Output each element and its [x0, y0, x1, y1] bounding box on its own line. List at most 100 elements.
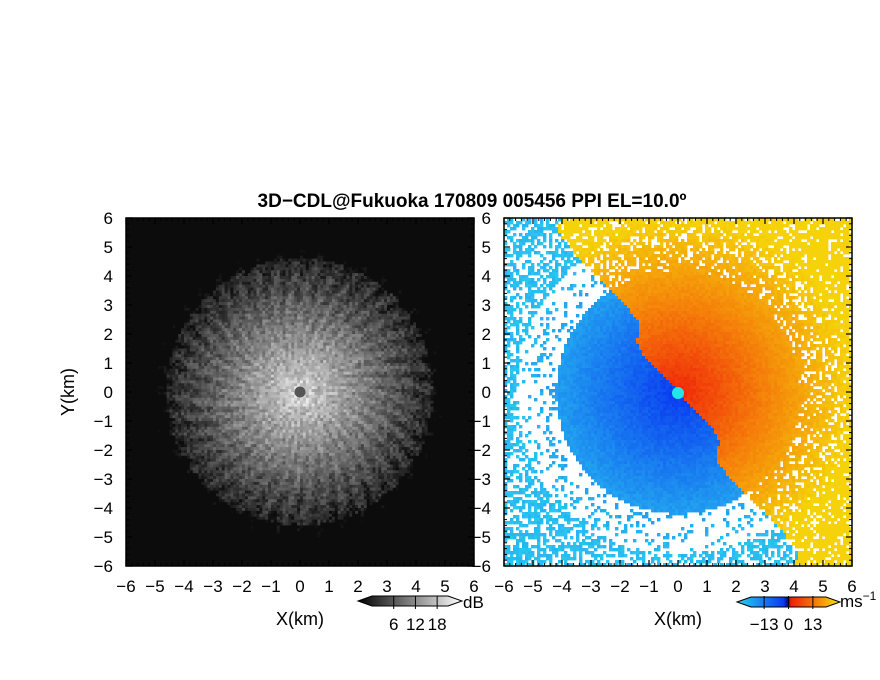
intensity-cell	[447, 261, 452, 265]
intensity-cell	[358, 241, 362, 245]
intensity-cell	[326, 278, 330, 283]
intensity-cell	[282, 252, 286, 257]
intensity-cell	[181, 255, 185, 259]
intensity-cell	[360, 232, 365, 236]
intensity-cell	[378, 334, 382, 338]
intensity-cell	[334, 336, 339, 341]
intensity-cell	[195, 334, 199, 338]
intensity-cell	[160, 334, 165, 338]
intensity-cell	[294, 273, 298, 277]
intensity-cell	[436, 281, 440, 286]
intensity-cell	[358, 273, 362, 277]
intensity-cell	[326, 218, 330, 222]
intensity-cell	[334, 281, 339, 286]
intensity-cell	[384, 220, 388, 225]
intensity-cell	[392, 238, 397, 242]
intensity-cell	[163, 296, 167, 300]
intensity-cell	[337, 270, 341, 274]
intensity-cell	[436, 319, 440, 323]
intensity-cell	[262, 287, 266, 291]
intensity-cell	[317, 241, 321, 245]
intensity-cell	[302, 226, 307, 230]
intensity-cell	[256, 241, 260, 245]
intensity-cell	[230, 235, 234, 239]
intensity-cell	[445, 247, 449, 251]
intensity-cell	[421, 299, 426, 303]
intensity-cell	[398, 334, 402, 338]
intensity-cell	[320, 287, 324, 291]
intensity-cell	[288, 328, 292, 332]
intensity-cell	[247, 229, 252, 233]
intensity-cell	[360, 261, 365, 265]
intensity-cell	[224, 235, 228, 239]
intensity-cell	[233, 241, 237, 245]
intensity-cell	[163, 273, 167, 277]
intensity-cell	[175, 264, 179, 268]
intensity-cell	[242, 310, 246, 315]
intensity-cell	[410, 299, 414, 303]
intensity-cell	[326, 264, 330, 268]
intensity-cell	[265, 273, 269, 277]
intensity-cell	[163, 258, 167, 262]
intensity-cell	[401, 235, 405, 239]
intensity-cell	[300, 229, 304, 233]
intensity-cell	[430, 229, 434, 233]
intensity-cell	[320, 232, 324, 236]
intensity-cell	[126, 226, 130, 230]
intensity-cell	[314, 278, 318, 283]
intensity-cell	[297, 270, 301, 274]
intensity-cell	[227, 284, 231, 288]
intensity-cell	[323, 290, 327, 294]
intensity-cell	[462, 325, 466, 329]
intensity-cell	[392, 305, 397, 309]
intensity-cell	[149, 319, 153, 323]
intensity-cell	[302, 255, 307, 259]
intensity-cell	[189, 267, 194, 271]
intensity-cell	[378, 328, 382, 332]
intensity-cell	[186, 290, 191, 294]
intensity-cell	[375, 270, 379, 274]
intensity-cell	[178, 249, 182, 254]
intensity-cell	[413, 281, 417, 286]
intensity-cell	[140, 229, 144, 233]
intensity-cell	[352, 238, 356, 242]
intensity-cell	[358, 325, 362, 329]
intensity-cell	[331, 290, 336, 294]
intensity-cell	[363, 232, 368, 236]
intensity-cell	[128, 226, 133, 230]
intensity-cell	[137, 287, 141, 291]
intensity-cell	[262, 316, 266, 320]
intensity-cell	[308, 281, 312, 286]
intensity-cell	[172, 261, 176, 265]
intensity-cell	[221, 299, 225, 303]
intensity-cell	[166, 331, 170, 335]
intensity-cell	[424, 299, 428, 303]
intensity-cell	[160, 336, 165, 341]
intensity-cell	[195, 261, 199, 265]
intensity-cell	[459, 235, 463, 239]
intensity-cell	[262, 293, 266, 297]
intensity-cell	[146, 261, 150, 265]
intensity-cell	[198, 232, 202, 236]
intensity-cell	[424, 322, 428, 326]
intensity-cell	[305, 328, 310, 332]
intensity-cell	[369, 241, 373, 245]
intensity-cell	[256, 302, 260, 306]
intensity-cell	[349, 223, 353, 228]
intensity-cell	[169, 307, 173, 312]
intensity-cell	[375, 267, 379, 271]
intensity-cell	[166, 319, 170, 323]
intensity-cell	[395, 258, 399, 262]
intensity-cell	[128, 307, 133, 312]
intensity-cell	[453, 249, 457, 254]
intensity-cell	[204, 238, 208, 242]
intensity-cell	[355, 244, 359, 248]
intensity-cell	[329, 287, 333, 291]
intensity-cell	[271, 223, 275, 228]
intensity-cell	[273, 247, 278, 251]
intensity-cell	[314, 287, 318, 291]
intensity-cell	[218, 238, 223, 242]
intensity-cell	[273, 334, 278, 338]
intensity-cell	[384, 273, 388, 277]
intensity-cell	[273, 287, 278, 291]
